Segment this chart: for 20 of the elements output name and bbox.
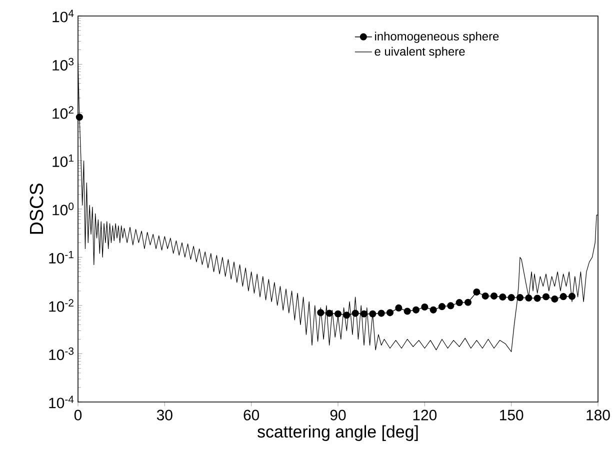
- x-tick-label: 180: [586, 410, 610, 420]
- x-tick-label: 120: [413, 410, 437, 420]
- y-tick-label: 10$^{1}$: [52, 154, 74, 168]
- y-tick-label: 10$^{0}$: [52, 202, 74, 216]
- x-tick-label: 90: [330, 410, 346, 420]
- y-tick-label: 10$^{-3}$: [49, 347, 74, 360]
- y-tick-label: 10$^{3}$: [52, 58, 74, 71]
- x-tick-label: 0: [74, 410, 82, 420]
- legend-label: inhomogeneous sphere: [375, 32, 499, 43]
- y-axis-title: DSCS: [30, 184, 44, 234]
- y-tick-label: 10$^{2}$: [52, 106, 74, 119]
- x-tick-label: 30: [156, 410, 172, 420]
- y-tick-label: 10$^{4}$: [52, 10, 74, 22]
- y-tick-label: 10$^{-2}$: [49, 299, 74, 312]
- y-tick-label: 10$^{-4}$: [49, 396, 74, 408]
- x-tick-label: 60: [244, 410, 260, 420]
- x-tick-label: 150: [500, 410, 524, 420]
- x-axis-title: scattering angle [deg]: [258, 425, 418, 441]
- legend-label: e uivalent sphere: [374, 46, 465, 58]
- y-tick-label: 10$^{-1}$: [49, 250, 74, 264]
